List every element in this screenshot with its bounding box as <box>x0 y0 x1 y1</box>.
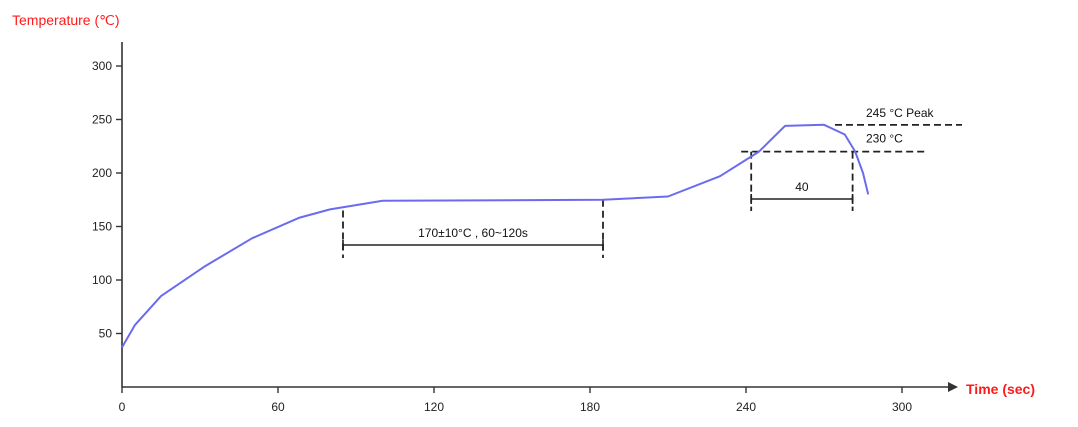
y-tick-label: 200 <box>92 166 112 180</box>
x-tick-label: 240 <box>736 400 756 414</box>
liquidus-label: 230 °C <box>866 132 903 146</box>
y-tick-label: 50 <box>99 327 113 341</box>
x-ticks: 0 60 120 180 240 300 <box>119 387 912 414</box>
y-tick-label: 150 <box>92 220 112 234</box>
y-tick-label: 250 <box>92 113 112 127</box>
x-tick-label: 60 <box>271 400 285 414</box>
x-tick-label: 0 <box>119 400 126 414</box>
x-tick-label: 180 <box>580 400 600 414</box>
y-ticks: 50 100 150 200 250 300 <box>92 59 122 341</box>
temperature-profile-line <box>121 123 870 348</box>
axes <box>121 42 958 392</box>
y-tick-label: 100 <box>92 273 112 287</box>
y-tick-label: 300 <box>92 59 112 73</box>
y-axis-title: Temperature (℃) <box>12 12 120 28</box>
peak-label: 245 °C Peak <box>866 106 935 120</box>
x-axis-arrow-icon <box>948 382 958 392</box>
x-tick-label: 120 <box>424 400 444 414</box>
annotations: 245 °C Peak 230 °C 170±10°C , 60~120s 40 <box>342 106 962 258</box>
x-tick-label: 300 <box>892 400 912 414</box>
reflow-duration-label: 40 <box>795 180 809 194</box>
soak-label: 170±10°C , 60~120s <box>418 226 528 240</box>
x-axis-title: Time (sec) <box>966 381 1035 397</box>
